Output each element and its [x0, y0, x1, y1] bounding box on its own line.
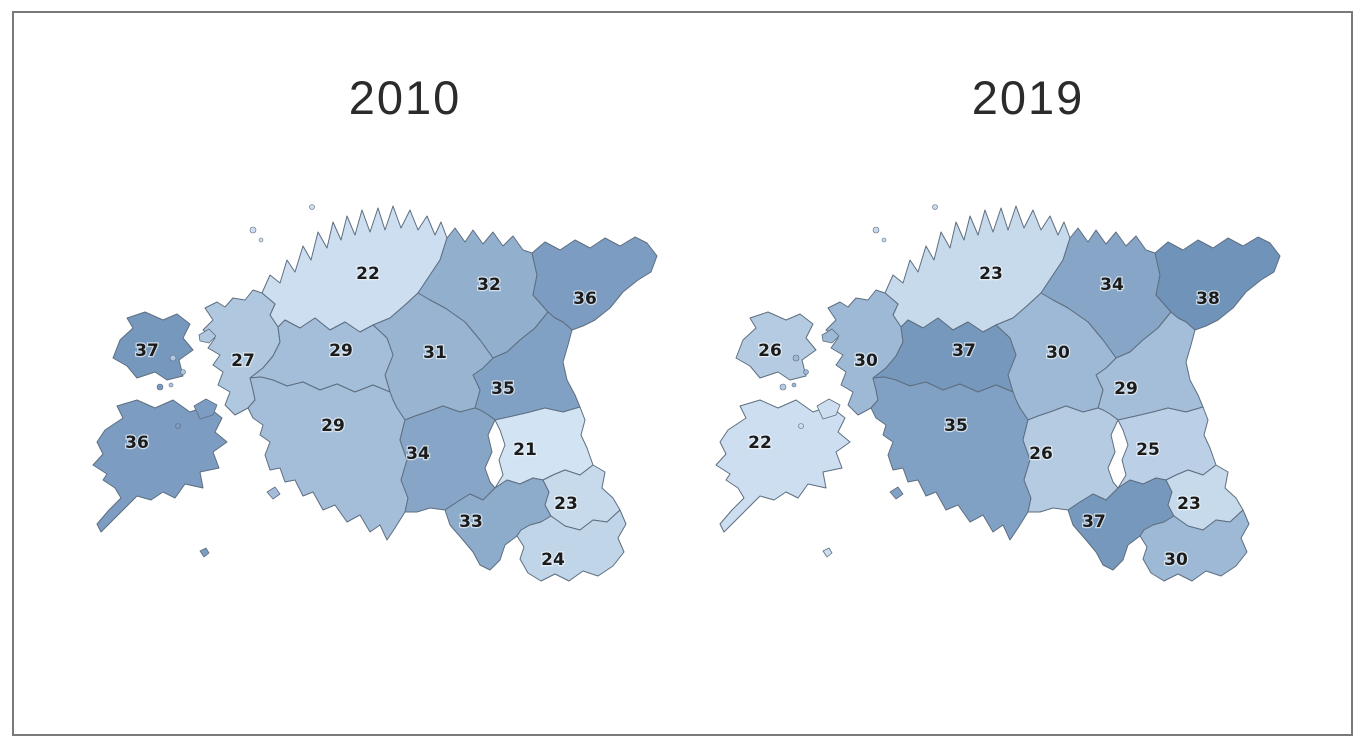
islet-saare — [822, 547, 833, 558]
islet-dot-hiiu — [779, 383, 787, 391]
region-parnu-value-label: 35 — [944, 416, 968, 436]
region-voru-2010 — [516, 509, 627, 582]
islet-parnu — [266, 486, 281, 500]
islet-saare — [193, 398, 218, 420]
region-jogeva-value-label: 35 — [491, 379, 515, 399]
map-title-2010: 2010 — [348, 71, 462, 124]
region-saare-2010 — [92, 399, 228, 533]
region-polva-value-label: 23 — [1177, 494, 1201, 514]
region-valga-2010 — [444, 477, 552, 571]
region-parnu-value-label: 29 — [321, 416, 345, 436]
islet-dot-harju — [258, 237, 264, 243]
islet-dot-saare — [175, 423, 181, 429]
islet-parnu — [889, 486, 904, 500]
islet-dot-harju — [249, 226, 257, 234]
region-harju-value-label: 22 — [356, 264, 380, 284]
region-laane-value-label: 27 — [231, 351, 255, 371]
region-viljandi-2019 — [1022, 405, 1119, 513]
region-polva-value-label: 23 — [554, 494, 578, 514]
region-jarva-value-label: 30 — [1046, 343, 1070, 363]
region-jarva-value-label: 31 — [423, 343, 447, 363]
region-tartu-value-label: 21 — [513, 440, 537, 460]
region-laane-value-label: 30 — [854, 351, 878, 371]
islet-dot-laane — [180, 369, 186, 375]
region-ida_viru-value-label: 38 — [1196, 289, 1220, 309]
region-saare-value-label: 22 — [748, 433, 772, 453]
region-hiiu-value-label: 26 — [758, 341, 782, 361]
islet-dot-laane — [803, 369, 809, 375]
region-viljandi-value-label: 34 — [406, 444, 430, 464]
islet-laane — [198, 328, 217, 344]
estonia-map-2019: 23 34 38 29 30 30 37 35 26 25 37 23 30 26 22 — [715, 204, 1281, 582]
region-saare-value-label: 36 — [125, 433, 149, 453]
islet-dot-laane — [168, 382, 174, 388]
islet-dot-harju — [881, 237, 887, 243]
region-harju-value-label: 23 — [979, 264, 1003, 284]
region-saare-2019 — [715, 399, 851, 533]
region-ida_viru-value-label: 36 — [573, 289, 597, 309]
region-hiiu-value-label: 37 — [135, 341, 159, 361]
region-laane_viru-value-label: 32 — [477, 275, 501, 295]
islet-dot-saare — [798, 423, 804, 429]
region-rapla-value-label: 37 — [952, 341, 976, 361]
islet-dot-harju — [872, 226, 880, 234]
islet-dot-harju — [932, 204, 938, 210]
figure-frame — [12, 11, 1353, 736]
region-parnu-2010 — [247, 376, 409, 541]
islet-saare — [199, 547, 210, 558]
region-tartu-value-label: 25 — [1136, 440, 1160, 460]
region-valga-value-label: 37 — [1082, 512, 1106, 532]
region-hiiu-2010 — [112, 311, 194, 381]
islet-dot-hiiu — [156, 383, 164, 391]
region-viljandi-value-label: 26 — [1029, 444, 1053, 464]
map-title-2019: 2019 — [971, 71, 1085, 124]
region-voru-value-label: 30 — [1164, 550, 1188, 570]
islet-laane — [821, 328, 840, 344]
islet-dot-laane — [169, 354, 177, 362]
islet-saare — [816, 398, 841, 420]
region-jogeva-value-label: 29 — [1114, 379, 1138, 399]
islet-dot-harju — [309, 204, 315, 210]
region-hiiu-2019 — [735, 311, 817, 381]
region-voru-2019 — [1139, 509, 1250, 582]
islet-dot-laane — [792, 354, 800, 362]
estonia-map-2010: 22 32 36 35 31 27 29 29 34 21 33 23 24 37 36 — [92, 204, 658, 582]
region-valga-2019 — [1067, 477, 1175, 571]
region-viljandi-2010 — [399, 405, 496, 513]
region-parnu-2019 — [870, 376, 1032, 541]
region-voru-value-label: 24 — [541, 550, 565, 570]
region-rapla-value-label: 29 — [329, 341, 353, 361]
region-laane_viru-value-label: 34 — [1100, 275, 1124, 295]
region-valga-value-label: 33 — [459, 512, 483, 532]
islet-dot-laane — [791, 382, 797, 388]
